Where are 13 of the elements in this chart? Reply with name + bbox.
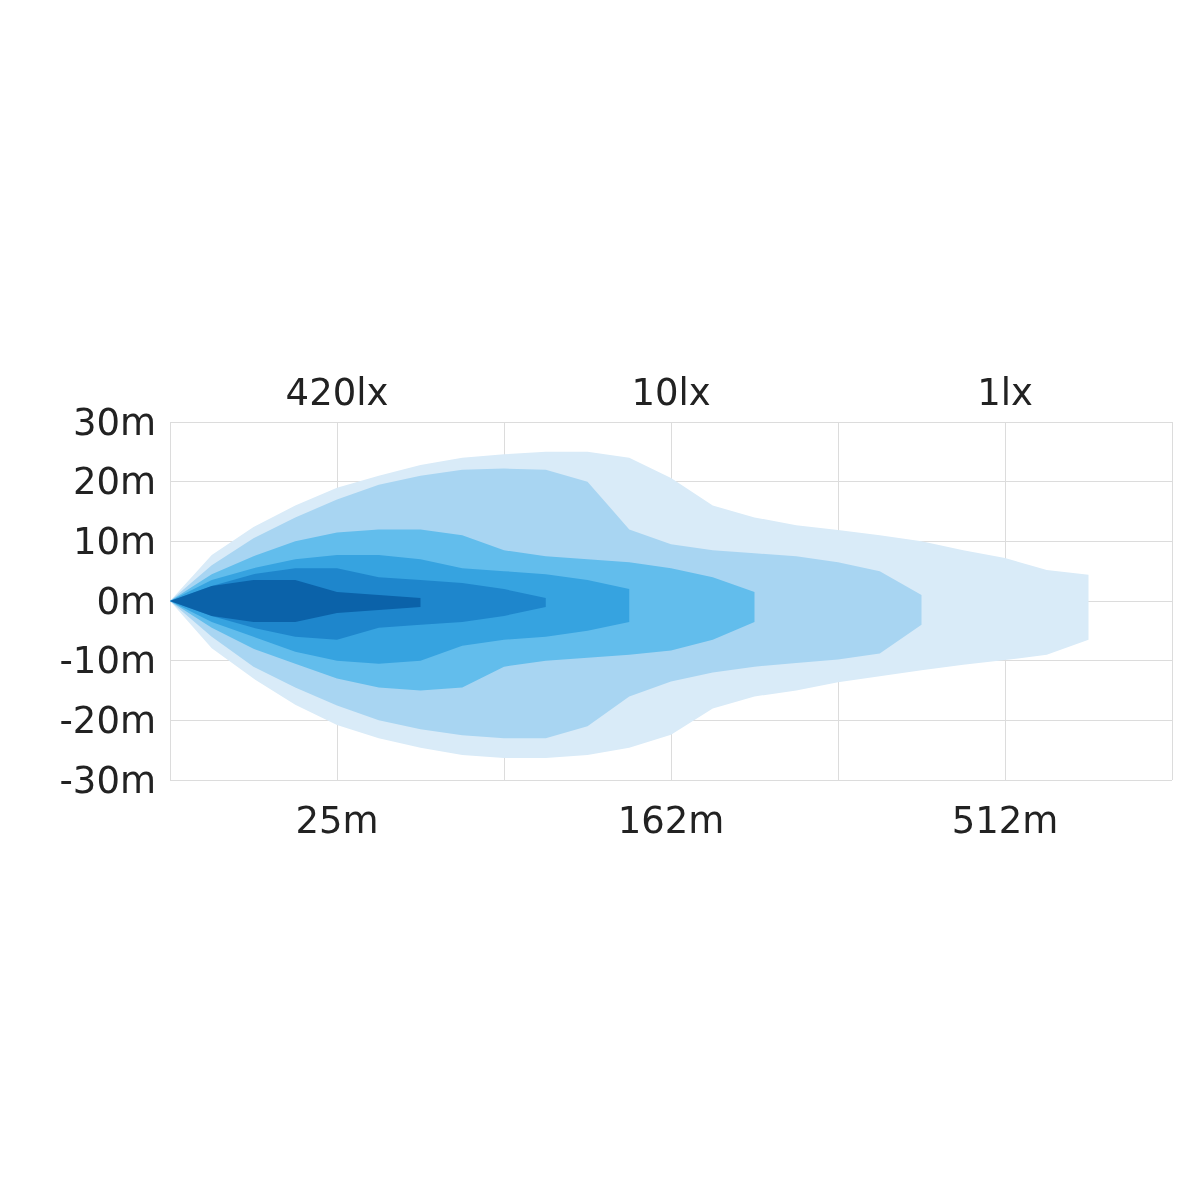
text: 1lx — [977, 370, 1033, 414]
y-tick-label: -30m — [59, 758, 156, 802]
x-tick-label: 25m — [295, 799, 379, 842]
text: 420lx — [285, 370, 389, 414]
x-tick-label: 512m — [951, 799, 1059, 842]
y-tick-label: 0m — [96, 579, 156, 623]
y-tick-label: 30m — [72, 400, 156, 444]
y-tick-label: -10m — [59, 639, 156, 683]
text: 10lx — [631, 370, 711, 414]
y-tick-label: 10m — [72, 519, 156, 563]
x-tick-label: 162m — [617, 799, 725, 842]
y-tick-label: -20m — [59, 698, 156, 742]
y-tick-label: 20m — [72, 460, 156, 504]
